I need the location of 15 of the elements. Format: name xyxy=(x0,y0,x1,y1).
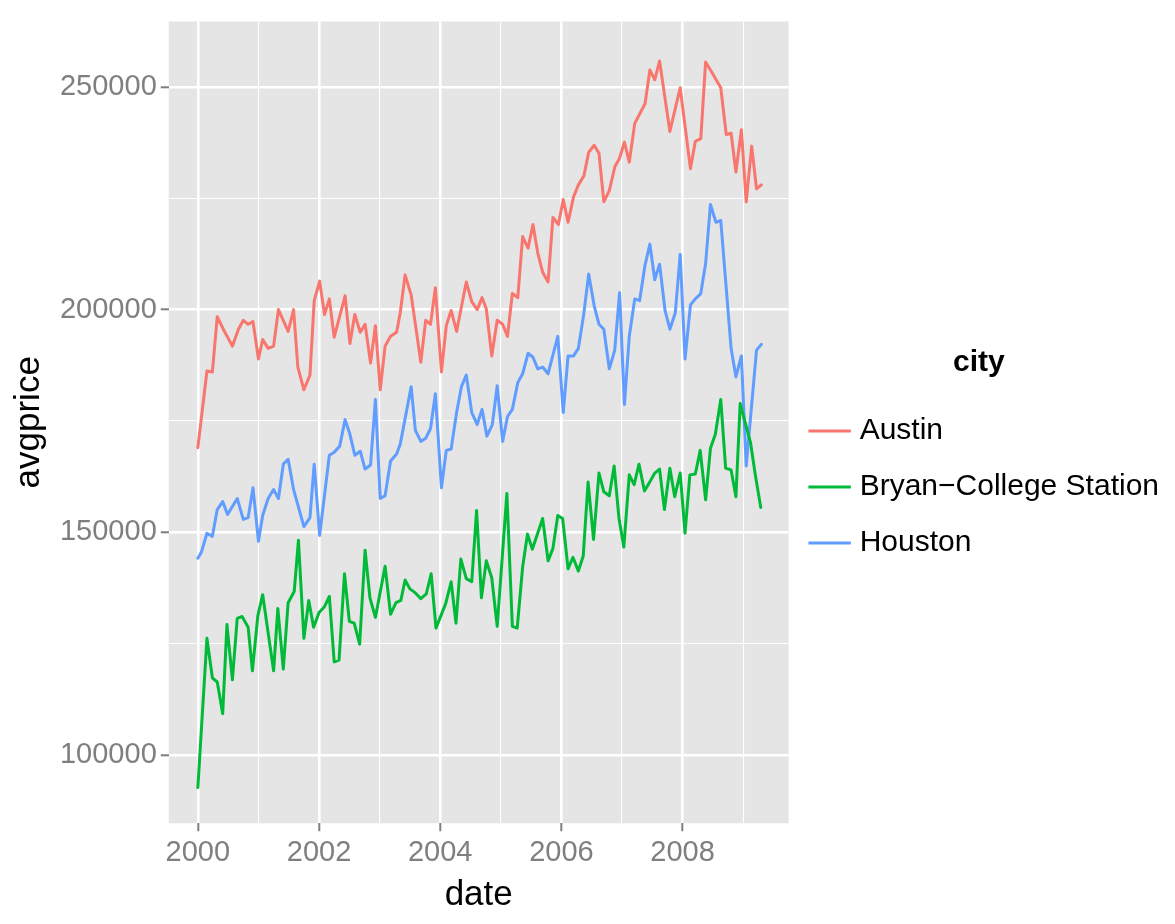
x-tick-label: 2004 xyxy=(407,834,473,867)
x-tick-label: 2000 xyxy=(165,834,231,867)
x-axis-title: date xyxy=(444,872,513,912)
y-tick-label: 200000 xyxy=(59,291,157,324)
y-axis-title: avgprice xyxy=(6,356,46,489)
legend-label: Bryan−College Station xyxy=(859,468,1159,502)
legend-title: city xyxy=(952,344,1005,378)
y-tick-label: 150000 xyxy=(59,514,157,547)
y-tick-label: 250000 xyxy=(59,68,157,101)
legend-label: Austin xyxy=(859,412,944,446)
legend-label: Houston xyxy=(859,524,972,558)
x-tick-label: 2002 xyxy=(286,834,352,867)
x-tick-label: 2006 xyxy=(529,834,594,867)
y-tick-label: 100000 xyxy=(59,737,157,770)
x-tick-label: 2008 xyxy=(650,834,715,867)
